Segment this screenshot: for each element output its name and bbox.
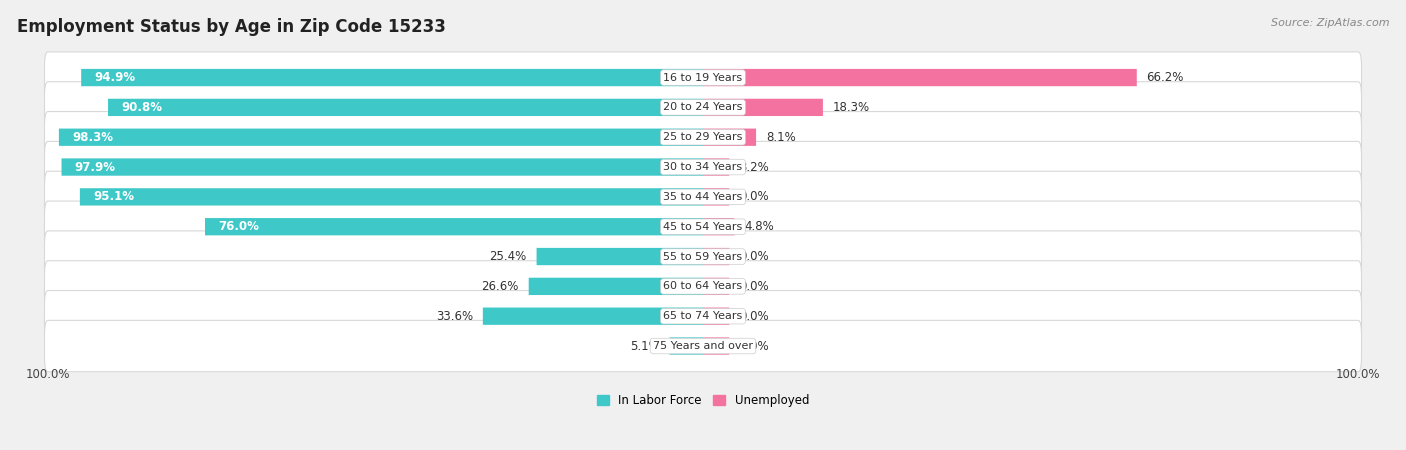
FancyBboxPatch shape [703, 69, 1137, 86]
Text: 20 to 24 Years: 20 to 24 Years [664, 103, 742, 112]
FancyBboxPatch shape [45, 261, 1361, 312]
FancyBboxPatch shape [45, 112, 1361, 163]
Text: 3.2%: 3.2% [740, 161, 769, 174]
FancyBboxPatch shape [80, 188, 703, 206]
Text: 100.0%: 100.0% [1336, 369, 1381, 382]
Text: 30 to 34 Years: 30 to 34 Years [664, 162, 742, 172]
Text: 4.8%: 4.8% [744, 220, 775, 233]
Text: 95.1%: 95.1% [93, 190, 134, 203]
FancyBboxPatch shape [45, 291, 1361, 342]
FancyBboxPatch shape [703, 158, 730, 176]
Text: 26.6%: 26.6% [481, 280, 519, 293]
Text: 0.0%: 0.0% [740, 310, 769, 323]
FancyBboxPatch shape [537, 248, 703, 265]
Text: 16 to 19 Years: 16 to 19 Years [664, 72, 742, 82]
Text: 97.9%: 97.9% [75, 161, 115, 174]
Text: 25.4%: 25.4% [489, 250, 527, 263]
Text: 18.3%: 18.3% [832, 101, 870, 114]
FancyBboxPatch shape [703, 99, 823, 116]
FancyBboxPatch shape [45, 201, 1361, 252]
Text: 5.1%: 5.1% [630, 340, 659, 352]
Text: 90.8%: 90.8% [121, 101, 162, 114]
Legend: In Labor Force, Unemployed: In Labor Force, Unemployed [598, 394, 808, 407]
FancyBboxPatch shape [703, 307, 730, 325]
FancyBboxPatch shape [82, 69, 703, 86]
FancyBboxPatch shape [703, 129, 756, 146]
Text: 76.0%: 76.0% [218, 220, 259, 233]
Text: 45 to 54 Years: 45 to 54 Years [664, 222, 742, 232]
FancyBboxPatch shape [703, 188, 730, 206]
FancyBboxPatch shape [703, 278, 730, 295]
Text: 25 to 29 Years: 25 to 29 Years [664, 132, 742, 142]
FancyBboxPatch shape [45, 52, 1361, 103]
FancyBboxPatch shape [59, 129, 703, 146]
FancyBboxPatch shape [62, 158, 703, 176]
Text: 8.1%: 8.1% [766, 130, 796, 144]
Text: 55 to 59 Years: 55 to 59 Years [664, 252, 742, 261]
Text: 0.0%: 0.0% [740, 250, 769, 263]
Text: Employment Status by Age in Zip Code 15233: Employment Status by Age in Zip Code 152… [17, 18, 446, 36]
FancyBboxPatch shape [45, 231, 1361, 282]
FancyBboxPatch shape [205, 218, 703, 235]
FancyBboxPatch shape [703, 338, 730, 355]
FancyBboxPatch shape [45, 82, 1361, 133]
Text: 35 to 44 Years: 35 to 44 Years [664, 192, 742, 202]
FancyBboxPatch shape [108, 99, 703, 116]
Text: 60 to 64 Years: 60 to 64 Years [664, 281, 742, 291]
FancyBboxPatch shape [529, 278, 703, 295]
FancyBboxPatch shape [482, 307, 703, 325]
Text: 0.0%: 0.0% [740, 280, 769, 293]
Text: 75 Years and over: 75 Years and over [652, 341, 754, 351]
FancyBboxPatch shape [45, 320, 1361, 372]
FancyBboxPatch shape [703, 218, 734, 235]
Text: 65 to 74 Years: 65 to 74 Years [664, 311, 742, 321]
Text: 98.3%: 98.3% [72, 130, 112, 144]
Text: 94.9%: 94.9% [94, 71, 135, 84]
Text: 100.0%: 100.0% [25, 369, 70, 382]
FancyBboxPatch shape [45, 171, 1361, 223]
Text: 33.6%: 33.6% [436, 310, 472, 323]
FancyBboxPatch shape [703, 248, 730, 265]
Text: 0.0%: 0.0% [740, 190, 769, 203]
FancyBboxPatch shape [45, 141, 1361, 193]
Text: Source: ZipAtlas.com: Source: ZipAtlas.com [1271, 18, 1389, 28]
Text: 0.0%: 0.0% [740, 340, 769, 352]
Text: 66.2%: 66.2% [1147, 71, 1184, 84]
FancyBboxPatch shape [669, 338, 703, 355]
